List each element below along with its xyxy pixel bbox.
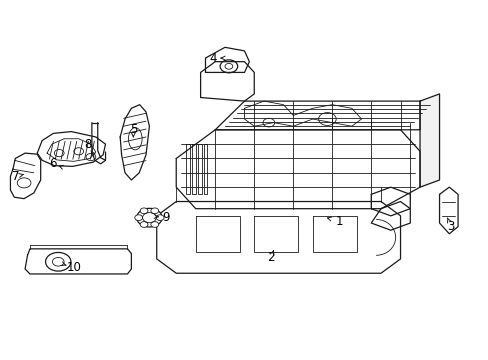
- Text: 1: 1: [335, 215, 343, 228]
- Polygon shape: [200, 62, 254, 101]
- Polygon shape: [191, 144, 195, 194]
- Text: 10: 10: [66, 261, 81, 274]
- Circle shape: [140, 222, 148, 228]
- Polygon shape: [370, 202, 409, 230]
- Text: 4: 4: [209, 51, 216, 64]
- Polygon shape: [203, 144, 207, 194]
- Polygon shape: [439, 187, 457, 234]
- Polygon shape: [419, 94, 439, 187]
- Text: 7: 7: [12, 170, 19, 183]
- Polygon shape: [215, 101, 419, 130]
- Text: 9: 9: [163, 211, 170, 224]
- Circle shape: [151, 222, 158, 228]
- Polygon shape: [176, 130, 419, 209]
- Text: 5: 5: [129, 123, 137, 136]
- Circle shape: [135, 215, 142, 221]
- Polygon shape: [25, 249, 131, 274]
- Polygon shape: [157, 202, 400, 273]
- Polygon shape: [37, 132, 105, 166]
- Circle shape: [137, 208, 162, 227]
- Polygon shape: [197, 144, 201, 194]
- Text: 2: 2: [267, 251, 275, 264]
- Text: 8: 8: [83, 138, 91, 151]
- Text: 6: 6: [49, 157, 57, 170]
- Polygon shape: [205, 47, 249, 72]
- Circle shape: [156, 215, 163, 221]
- Circle shape: [140, 208, 148, 214]
- Text: 3: 3: [447, 220, 454, 233]
- Circle shape: [151, 208, 158, 214]
- Polygon shape: [120, 105, 149, 180]
- Polygon shape: [185, 144, 189, 194]
- Polygon shape: [370, 187, 409, 216]
- Polygon shape: [10, 153, 41, 199]
